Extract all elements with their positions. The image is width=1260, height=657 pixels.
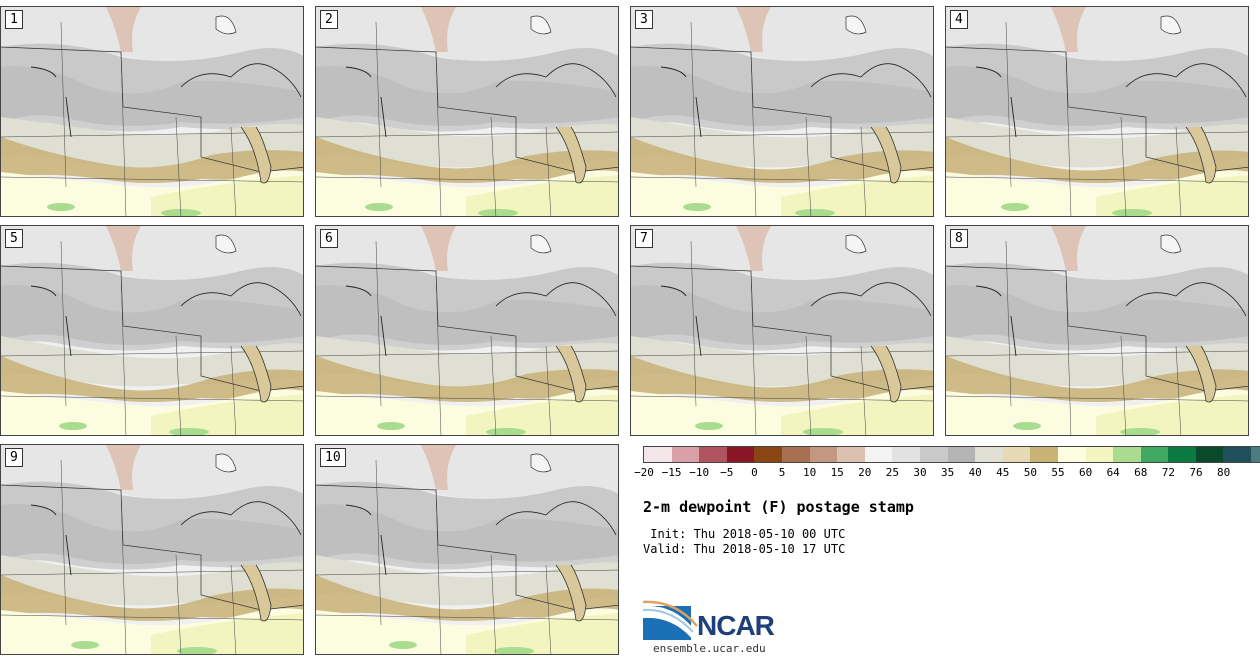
colorbar-tick-label: 35 <box>940 466 955 479</box>
colorbar-segment <box>726 447 755 462</box>
map-panel: 10 <box>315 444 619 655</box>
logo-url: ensemble.ucar.edu <box>653 642 766 655</box>
colorbar-tick-label: 50 <box>1023 466 1038 479</box>
panel-label: 6 <box>320 229 338 248</box>
map-panel: 3 <box>630 6 934 217</box>
colorbar-segment <box>947 447 976 462</box>
panel-label: 7 <box>635 229 653 248</box>
logo-name: NCAR <box>697 610 775 641</box>
colorbar-tick-label: 40 <box>968 466 982 479</box>
map-panel: 8 <box>945 225 1249 436</box>
colorbar-segment <box>1085 447 1114 462</box>
colorbar-segment <box>1223 447 1252 462</box>
dewpoint-map <box>316 226 618 435</box>
colorbar-tick-label: 64 <box>1106 466 1120 479</box>
map-panel: 4 <box>945 6 1249 217</box>
colorbar-segment <box>1057 447 1086 462</box>
dewpoint-map <box>946 7 1248 216</box>
colorbar-tick-label: 68 <box>1134 466 1148 479</box>
dewpoint-map <box>1 445 303 654</box>
colorbar-segment <box>754 447 782 462</box>
dewpoint-map <box>1 7 303 216</box>
init-time: Init: Thu 2018-05-10 00 UTC <box>643 527 846 541</box>
colorbar-tick-label: 45 <box>996 466 1010 479</box>
colorbar-tick-label: 80 <box>1216 466 1231 479</box>
colorbar-tick-label: −15 <box>661 466 682 479</box>
colorbar-tick-label: 0 <box>751 466 758 479</box>
panel-label: 3 <box>635 10 653 29</box>
map-panel: 1 <box>0 6 304 217</box>
dewpoint-map <box>1 226 303 435</box>
colorbar-segment <box>671 447 700 462</box>
map-panel: 7 <box>630 225 934 436</box>
colorbar-tick-label: −20 <box>634 466 654 479</box>
colorbar-segment <box>919 447 948 462</box>
colorbar-segment <box>837 447 865 462</box>
dewpoint-map <box>631 226 933 435</box>
colorbar-tick-label: 76 <box>1189 466 1203 479</box>
panel-label: 5 <box>5 229 23 248</box>
colorbar-segment <box>1251 447 1260 462</box>
colorbar-segment <box>781 447 810 462</box>
map-panel: 9 <box>0 444 304 655</box>
panel-label: 2 <box>320 10 338 29</box>
colorbar-segment <box>864 447 893 462</box>
colorbar-segment <box>1140 447 1169 462</box>
colorbar-segment <box>699 447 727 462</box>
panel-label: 8 <box>950 229 968 248</box>
colorbar-tick-label: 25 <box>885 466 900 479</box>
ncar-logo-icon <box>643 600 698 640</box>
figure-title: 2-m dewpoint (F) postage stamp <box>643 498 914 516</box>
colorbar-ticks: −20 −15 −10 −5 0 5 10 15 20 25 30 35 40 45 50 55 60 64 68 7… <box>634 466 1247 480</box>
colorbar-tick-label: 60 <box>1078 466 1093 479</box>
colorbar-segment <box>1113 447 1141 462</box>
panel-label: 9 <box>5 448 23 467</box>
map-panel: 5 <box>0 225 304 436</box>
colorbar-segment <box>809 447 838 462</box>
panel-label: 1 <box>5 10 23 29</box>
dewpoint-map <box>946 226 1248 435</box>
colorbar-segment <box>975 447 1003 462</box>
valid-time: Valid: Thu 2018-05-10 17 UTC <box>643 542 846 556</box>
colorbar-tick-label: 30 <box>913 466 927 479</box>
map-panel: 2 <box>315 6 619 217</box>
colorbar-tick-label: −10 <box>689 466 710 479</box>
dewpoint-map <box>316 445 618 654</box>
colorbar-segment <box>892 447 920 462</box>
colorbar-segment <box>1002 447 1031 462</box>
colorbar-segment <box>644 447 672 462</box>
colorbar <box>643 446 1260 463</box>
colorbar-tick-label: 20 <box>858 466 872 479</box>
colorbar-tick-label: 5 <box>778 466 786 479</box>
panel-label: 4 <box>950 10 968 29</box>
colorbar-tick-label: 10 <box>802 466 817 479</box>
colorbar-tick-label: 15 <box>830 466 844 479</box>
panel-label: 10 <box>320 448 346 467</box>
colorbar-tick-label: 55 <box>1051 466 1065 479</box>
colorbar-segment <box>1168 447 1196 462</box>
dewpoint-map <box>631 7 933 216</box>
colorbar-segment <box>1195 447 1224 462</box>
dewpoint-map <box>316 7 618 216</box>
colorbar-segment <box>1030 447 1058 462</box>
colorbar-tick-label: 72 <box>1161 466 1176 479</box>
map-panel: 6 <box>315 225 619 436</box>
colorbar-tick-label: −5 <box>720 466 734 479</box>
